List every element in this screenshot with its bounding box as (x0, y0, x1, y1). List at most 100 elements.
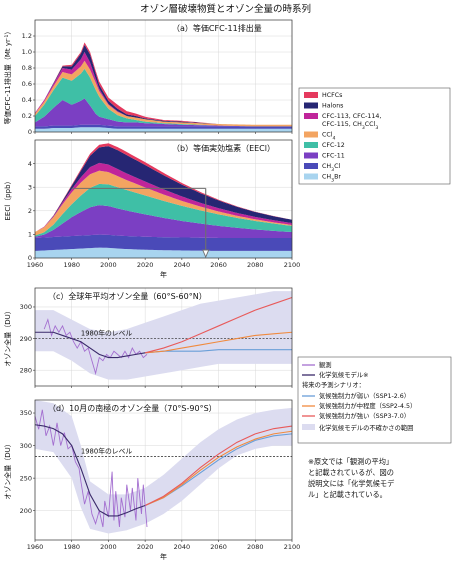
chart-root: 0 0.2 0.4 0.6 0.8 1.0 1.2 （a）等価CFC-11排出量等価CFC-1… (3, 19, 301, 561)
ytick-label: 200 (20, 507, 32, 515)
area-a-CH3Cl (35, 124, 292, 129)
legend-sub: 4 (333, 135, 336, 141)
legend-ozone-label-obs: 観測 (319, 360, 332, 369)
legend-label-end: Br (334, 174, 341, 181)
ytick-label: 0.8 (22, 64, 32, 72)
legend-item-CFC12: CFC-12 (304, 142, 345, 149)
legend-label-CCl4: CCl4 (322, 132, 336, 142)
legend-sub: 3 (362, 125, 365, 131)
ref-line-label-d: 1980年のレベル (81, 447, 132, 456)
legend-label-CFC113_114_115: CFC-113, CFC-114, (322, 113, 381, 120)
xtick-label: 2080 (247, 261, 264, 269)
legend-uncertainty-swatch (302, 424, 315, 430)
xtick-label: 2020 (137, 261, 154, 269)
area-a-CFC12 (35, 68, 292, 127)
legend-item-CH3Br: CH3Br (304, 173, 341, 184)
legend-ozone: 観測化学気候モデル※将来の予測シナリオ：気候強制力が弱い（SSP1-2.6）気候… (297, 356, 452, 444)
area-b-CFC11 (35, 205, 292, 238)
legend-ozone-label-ssp370: 気候強制力が強い（SSP3-7.0） (319, 411, 410, 420)
ytick-label: 0.4 (22, 96, 32, 104)
plot-frame-c (34, 287, 293, 387)
xlabel-b: 年 (160, 270, 167, 279)
xtick-label: 2000 (100, 261, 117, 269)
area-b-CFC12 (35, 183, 292, 237)
ytick-label: 250 (20, 474, 32, 482)
ytick-label: 0.6 (22, 80, 32, 88)
panel-title-c: （c）全球年平均オゾン全量（60°S-60°N） (48, 291, 207, 301)
xtick-label: 2000 (100, 543, 117, 551)
legend-label-CFC12: CFC-12 (322, 142, 345, 149)
legend-swatch-CFC11 (304, 152, 318, 159)
xtick-label: 2100 (284, 543, 301, 551)
xtick-label: 1980 (63, 543, 80, 551)
ylabel-d: オゾン全量（DU） (3, 440, 12, 500)
xtick-label: 2060 (210, 543, 227, 551)
xtick-label: 2040 (174, 543, 191, 551)
xtick-label: 2080 (247, 543, 264, 551)
legend-label-CH3Br: CH3Br (322, 174, 341, 184)
legend-ozone-box (297, 356, 452, 444)
plot-frame-d (34, 399, 293, 541)
ytick-label: 290 (20, 335, 32, 343)
area-b-CH3Br (35, 247, 292, 258)
plot-frame-a (34, 19, 293, 133)
legend-ozone-item-uncertainty: 化学気候モデルの不確かさの範囲 (302, 423, 413, 432)
ytick-label: 300 (20, 303, 32, 311)
legend-swatch-Halons (304, 102, 318, 109)
ytick-label: 1 (28, 231, 32, 239)
plot-frame-b (34, 139, 293, 259)
legend-swatch-CCl4 (304, 131, 318, 138)
legend-swatch-CH3Cl (304, 163, 318, 169)
legend-item-CCl4: CCl4 (304, 131, 336, 142)
legend-item-CFC11: CFC-11 (304, 152, 345, 160)
legend-ozone-item-model: 化学気候モデル※ (302, 370, 368, 379)
footnote-line-3: ル」と記載されている。 (308, 490, 387, 499)
xtick-label: 1960 (27, 543, 44, 551)
legend-swatch-CH3Br (304, 173, 318, 180)
footnote-line-1: と記載されているが、図の (308, 468, 394, 477)
legend-swatch-HCFCs (304, 92, 318, 98)
xtick-label: 2100 (284, 261, 301, 269)
ylabel-sup: -1 (4, 34, 10, 39)
scenario-d-ssp245 (144, 430, 293, 506)
legend-ozone-label-ssp126: 気候強制力が弱い（SSP1-2.6） (319, 391, 410, 400)
legend-ozone-label-uncertainty: 化学気候モデルの不確かさの範囲 (319, 423, 413, 432)
ylabel-c: オゾン全量（DU） (3, 307, 12, 367)
scenario-c-ssp126 (145, 349, 292, 354)
legend-label-end: CCl (365, 121, 376, 128)
legend-item-CH3Cl: CH3Cl (304, 163, 340, 173)
ytick-label: 280 (20, 366, 32, 374)
model-line-d (34, 424, 146, 517)
ylabel-a: 等価CFC-11排出量（Mt yr-1） (3, 28, 12, 125)
legend-sub: 3 (331, 177, 334, 183)
area-a-CH3Br (35, 127, 292, 132)
panel-b: 0 1 2 3 4 1960 1980 2000 2020 2040 2060 2080 2100 （b）… (4, 139, 301, 279)
legend-ozone-label-ssp245: 気候強制力が中程度（SSP2-4.5） (319, 401, 416, 410)
area-b-CH3Cl (35, 234, 292, 251)
area-a-CFC11 (35, 98, 292, 127)
ytick-label: 2 (28, 207, 32, 215)
legend-ozone-item-obs: 観測 (302, 360, 332, 369)
figure-title: オゾン層破壊物質とオゾン全量の時系列 (140, 3, 311, 15)
legend-item-Halons: Halons (304, 102, 343, 110)
scenario-c-ssp245 (145, 331, 293, 354)
legend-item-HCFCs: HCFCs (304, 92, 342, 99)
ytick-label: 4 (28, 160, 32, 168)
panel-a: 0 0.2 0.4 0.6 0.8 1.0 1.2 （a）等価CFC-11排出量等価CFC-1… (3, 19, 293, 136)
legend-species: HCFCs Halons CFC-113, CFC-114,CFC-115, CH3… (298, 87, 451, 185)
xlabel-d: 年 (160, 552, 167, 561)
panel-title-b: （b）等価実効塩素（EECl） (172, 143, 275, 153)
xtick-label: 2040 (174, 261, 191, 269)
panel-title-d: （d）10月の南極のオゾン全量（70°S-90°S） (48, 403, 217, 413)
xtick-label: 2060 (210, 261, 227, 269)
legend-label-Halons: Halons (322, 103, 343, 110)
xtick-label: 1960 (27, 261, 44, 269)
ytick-label: 0 (28, 128, 32, 136)
footnote-line-0: ※原文では「観測の平均」 (308, 457, 393, 466)
legend-swatch-CFC113_114_115 (304, 113, 318, 119)
legend-label-CH3Cl: CH3Cl (322, 163, 340, 173)
ytick-label: 1.0 (22, 48, 32, 56)
scenario-c-ssp370 (145, 296, 293, 354)
panel-d: 1980年のレベル 200 250 300 350 1960 1980 2000 2020 204… (3, 399, 301, 561)
